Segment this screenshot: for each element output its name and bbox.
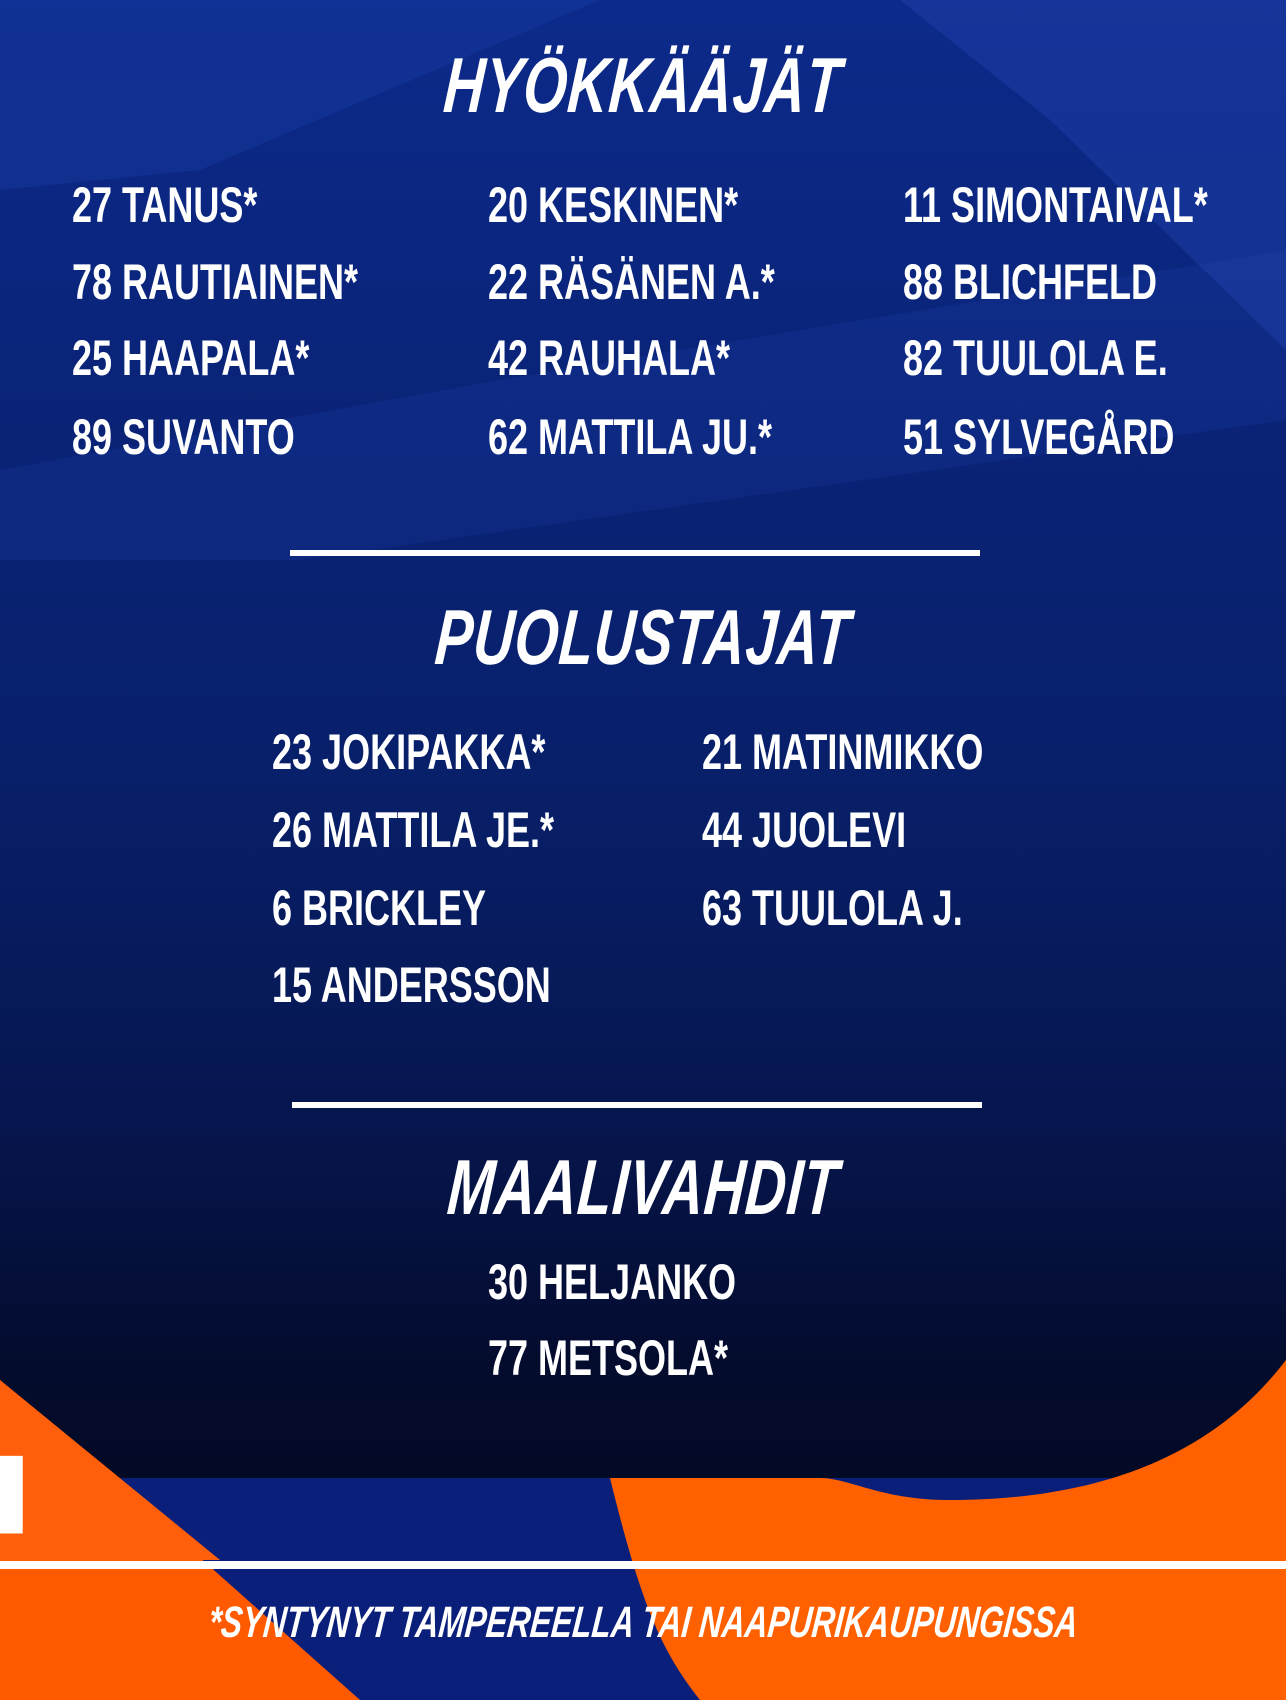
orange-shape-right <box>610 1360 1286 1700</box>
player-name: 15 ANDERSSON <box>272 957 551 1013</box>
player-name: 22 RÄSÄNEN A.* <box>488 254 775 310</box>
player-name: 88 BLICHFELD <box>903 254 1158 310</box>
section-divider <box>290 550 980 556</box>
player-name: 25 HAAPALA* <box>72 330 310 386</box>
footer-divider <box>0 1561 1286 1569</box>
player-name: 23 JOKIPAKKA* <box>272 724 546 780</box>
defense-heading: PUOLUSTAJAT <box>432 593 854 681</box>
player-name: 27 TANUS* <box>72 177 258 233</box>
player-name: 44 JUOLEVI <box>702 802 907 858</box>
goalies-heading: MAALIVAHDIT <box>444 1143 842 1231</box>
player-name: 11 SIMONTAIVAL* <box>903 177 1208 233</box>
player-name: 77 METSOLA* <box>488 1330 729 1386</box>
forwards-heading: HYÖKKÄÄJÄT <box>441 41 845 129</box>
player-name: 89 SUVANTO <box>72 409 295 465</box>
player-name: 82 TUULOLA E. <box>903 330 1168 386</box>
player-name: 63 TUULOLA J. <box>702 880 963 936</box>
player-name: 26 MATTILA JE.* <box>272 802 555 858</box>
player-name: 6 BRICKLEY <box>272 880 487 936</box>
section-divider <box>292 1102 982 1108</box>
player-name: 78 RAUTIAINEN* <box>72 254 359 310</box>
player-name: 51 SYLVEGÅRD <box>903 409 1175 465</box>
footnote: *SYNTYNYT TAMPEREELLA TAI NAAPURIKAUPUNG… <box>206 1598 1080 1647</box>
player-name: 20 KESKINEN* <box>488 177 739 233</box>
team-logo-partial: ▌ <box>0 1456 46 1528</box>
player-name: 62 MATTILA JU.* <box>488 409 773 465</box>
player-name: 21 MATINMIKKO <box>702 724 984 780</box>
player-name: 42 RAUHALA* <box>488 330 731 386</box>
player-name: 30 HELJANKO <box>488 1254 737 1310</box>
